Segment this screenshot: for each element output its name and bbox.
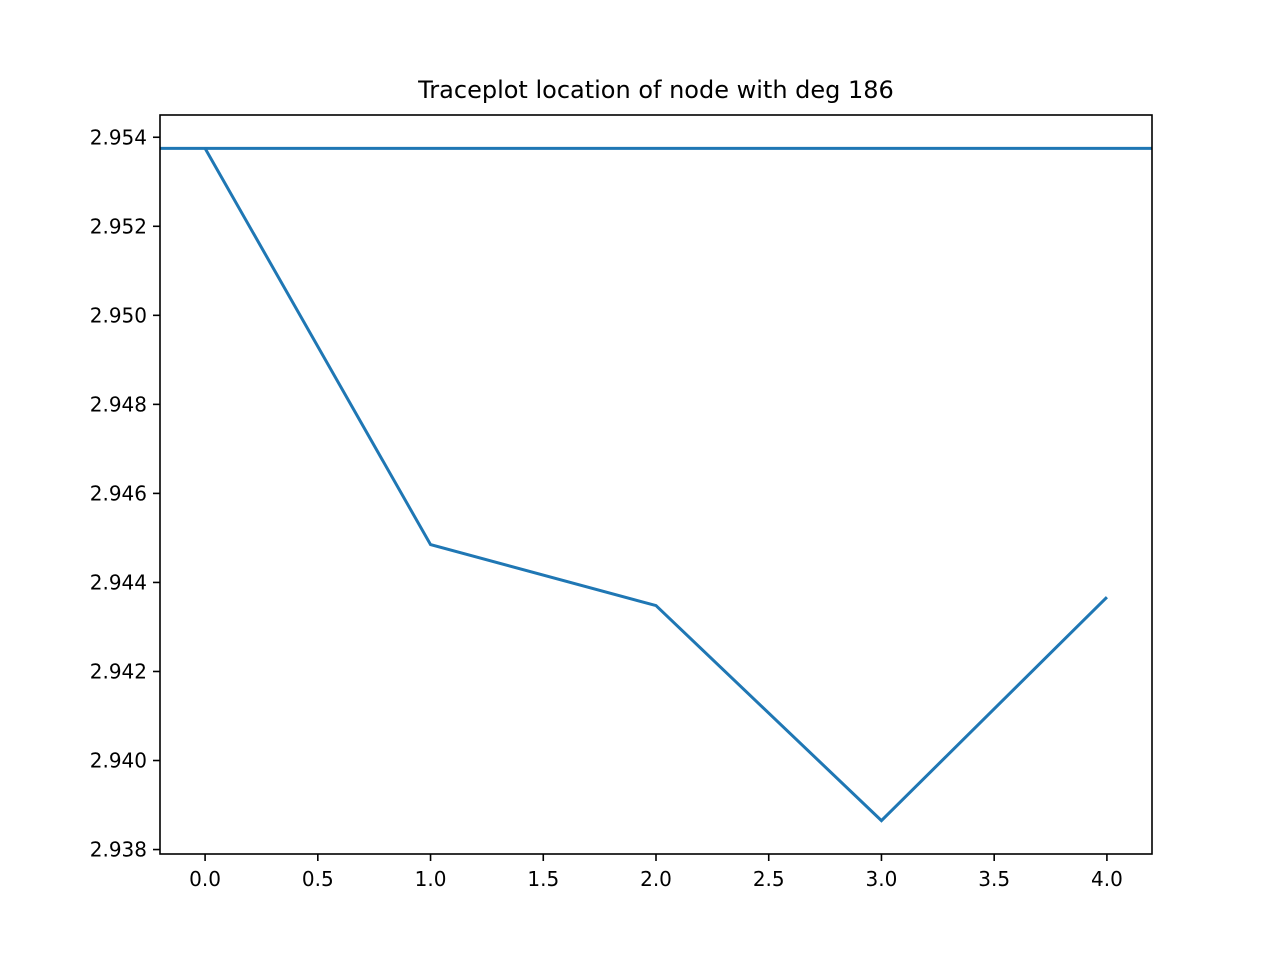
- chart-title: Traceplot location of node with deg 186: [417, 76, 894, 104]
- x-tick-label-1: 0.5: [302, 867, 334, 891]
- x-axis: 0.0 0.5 1.0 1.5 2.0 2.5 3.0 3.5 4.0: [189, 854, 1123, 891]
- y-tick-label-0: 2.938: [90, 838, 147, 862]
- y-tick-label-4: 2.946: [90, 481, 147, 505]
- plot-area-frame: [159, 114, 1153, 855]
- x-tick-label-7: 3.5: [978, 867, 1010, 891]
- x-tick-label-5: 2.5: [753, 867, 785, 891]
- y-tick-label-7: 2.952: [90, 214, 147, 238]
- x-tick-label-4: 2.0: [640, 867, 672, 891]
- x-tick-label-0: 0.0: [189, 867, 221, 891]
- y-tick-label-3: 2.944: [90, 570, 147, 594]
- y-tick-label-5: 2.948: [90, 392, 147, 416]
- y-tick-label-2: 2.942: [90, 659, 147, 683]
- x-tick-label-6: 3.0: [866, 867, 898, 891]
- x-tick-label-8: 4.0: [1091, 867, 1123, 891]
- y-tick-label-1: 2.940: [90, 749, 147, 773]
- y-axis: 2.938 2.940 2.942 2.944 2.946 2.948 2.950 2.952…: [90, 125, 160, 862]
- series-line-0: [203, 147, 1108, 823]
- y-tick-label-6: 2.950: [90, 303, 147, 327]
- y-tick-label-8: 2.954: [90, 125, 147, 149]
- x-tick-label-2: 1.0: [415, 867, 447, 891]
- x-tick-label-3: 1.5: [527, 867, 559, 891]
